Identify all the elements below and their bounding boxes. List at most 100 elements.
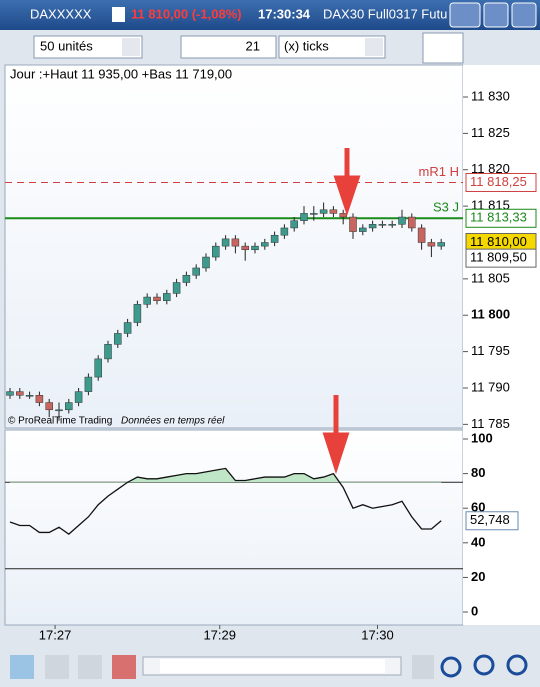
tool-button[interactable] <box>112 655 136 679</box>
ticks-input[interactable] <box>180 35 277 59</box>
y-tick-label: 20 <box>471 569 485 584</box>
candle-body <box>427 242 436 247</box>
ticks-unit: (x) ticks <box>284 38 329 53</box>
y-tick-label: 0 <box>471 603 478 618</box>
candle-body <box>437 242 445 247</box>
arrow <box>322 395 350 475</box>
y-tick-label: 11 805 <box>471 270 510 285</box>
candle-body <box>212 245 220 258</box>
symbol: DAXXXXX <box>30 6 92 21</box>
candle-body <box>182 274 191 283</box>
candle-body <box>114 333 122 345</box>
candle-body <box>310 213 318 215</box>
y-tick-label: 11 800 <box>471 307 510 322</box>
x-tick-label: 17:30 <box>361 627 394 642</box>
watermark: © ProRealTime Trading <box>8 416 112 427</box>
dropdown <box>365 38 383 56</box>
candle-body <box>408 216 416 229</box>
price-pane <box>4 64 464 429</box>
y-tick-label: 11 785 <box>471 416 510 431</box>
price-tag-label: 11 810,00 <box>470 234 527 249</box>
arrow <box>333 148 361 216</box>
realtime: Données en temps réel <box>121 416 225 427</box>
overbought-area <box>10 468 442 483</box>
zoom-out[interactable] <box>473 654 495 676</box>
y-tick-label: 11 820 <box>471 161 510 176</box>
keyboard-button[interactable] <box>449 2 481 28</box>
y-tick-label: 60 <box>471 500 485 515</box>
candle-body <box>388 224 396 226</box>
zoom-in[interactable] <box>506 654 528 676</box>
quote: 11 810,00 (-1,08%) <box>131 6 242 21</box>
candle-body <box>172 282 181 294</box>
candle-body <box>74 391 83 403</box>
tool-button[interactable] <box>412 655 434 679</box>
candle-body <box>349 216 357 232</box>
candle-body <box>300 213 308 221</box>
candle-body <box>104 344 112 360</box>
y-tick-label: 100 <box>471 430 493 445</box>
candle-body <box>163 293 171 301</box>
ticks-select[interactable] <box>278 35 386 59</box>
candle-body <box>133 304 142 323</box>
candle-body <box>65 402 73 411</box>
candle-body <box>398 216 406 225</box>
x-tick-label: 17:27 <box>39 627 72 642</box>
level-name: mR1 H <box>419 164 459 179</box>
indicator-line <box>9 467 442 535</box>
candle-body <box>270 234 279 243</box>
candle-body <box>261 242 269 247</box>
price-axis <box>463 65 540 625</box>
quantity-select[interactable] <box>33 35 143 59</box>
dropdown <box>122 38 140 56</box>
candle-body <box>368 224 377 229</box>
tool-button[interactable] <box>45 655 69 679</box>
level-label: 11 818,25 <box>470 174 527 189</box>
candle-body <box>123 322 132 334</box>
candle-body <box>45 402 53 411</box>
candle-body <box>231 238 240 247</box>
close-button[interactable] <box>511 2 537 28</box>
candle-body <box>84 376 93 392</box>
candle-body <box>202 256 210 269</box>
candle-body <box>378 224 387 226</box>
candle-body <box>329 209 338 214</box>
candle-body <box>280 227 289 236</box>
tool-button[interactable] <box>78 655 102 679</box>
candle-body <box>6 391 14 396</box>
candle-body <box>153 296 161 301</box>
y-tick-label: 11 790 <box>471 379 510 394</box>
y-tick-label: 11 795 <box>471 343 510 358</box>
x-tick-label: 17:29 <box>203 627 236 642</box>
doc-icon <box>112 7 125 22</box>
quantity: 50 unités <box>40 38 93 53</box>
candle-body <box>359 227 367 232</box>
candle-body <box>339 213 347 218</box>
candle-body <box>143 296 151 305</box>
ticks-value: 21 <box>246 38 260 53</box>
candle-body <box>241 245 249 251</box>
candle-body <box>290 220 298 229</box>
last-value-label: 52,748 <box>470 512 510 527</box>
restore-button[interactable] <box>483 2 509 28</box>
contract: DAX30 Full0317 Futu <box>323 6 447 21</box>
scroll-thumb[interactable] <box>160 659 385 673</box>
price-tag <box>465 248 537 268</box>
last-value-tag <box>465 511 519 531</box>
candle-body <box>16 391 24 396</box>
level-label: 11 813,33 <box>470 210 527 225</box>
time: 17:30:34 <box>258 6 311 21</box>
candle-body <box>192 267 200 276</box>
chart-type-button[interactable] <box>422 32 464 64</box>
level-tag <box>465 172 537 192</box>
y-tick-label: 80 <box>471 465 485 480</box>
candle-body <box>35 395 44 403</box>
tool-button[interactable] <box>10 655 34 679</box>
candle-body <box>55 409 63 412</box>
candle-body <box>94 358 102 378</box>
zoom-fit[interactable] <box>440 656 462 678</box>
candle-body <box>221 238 230 247</box>
chart-header: Jour :+Haut 11 935,00 +Bas 11 719,00 <box>10 66 232 81</box>
